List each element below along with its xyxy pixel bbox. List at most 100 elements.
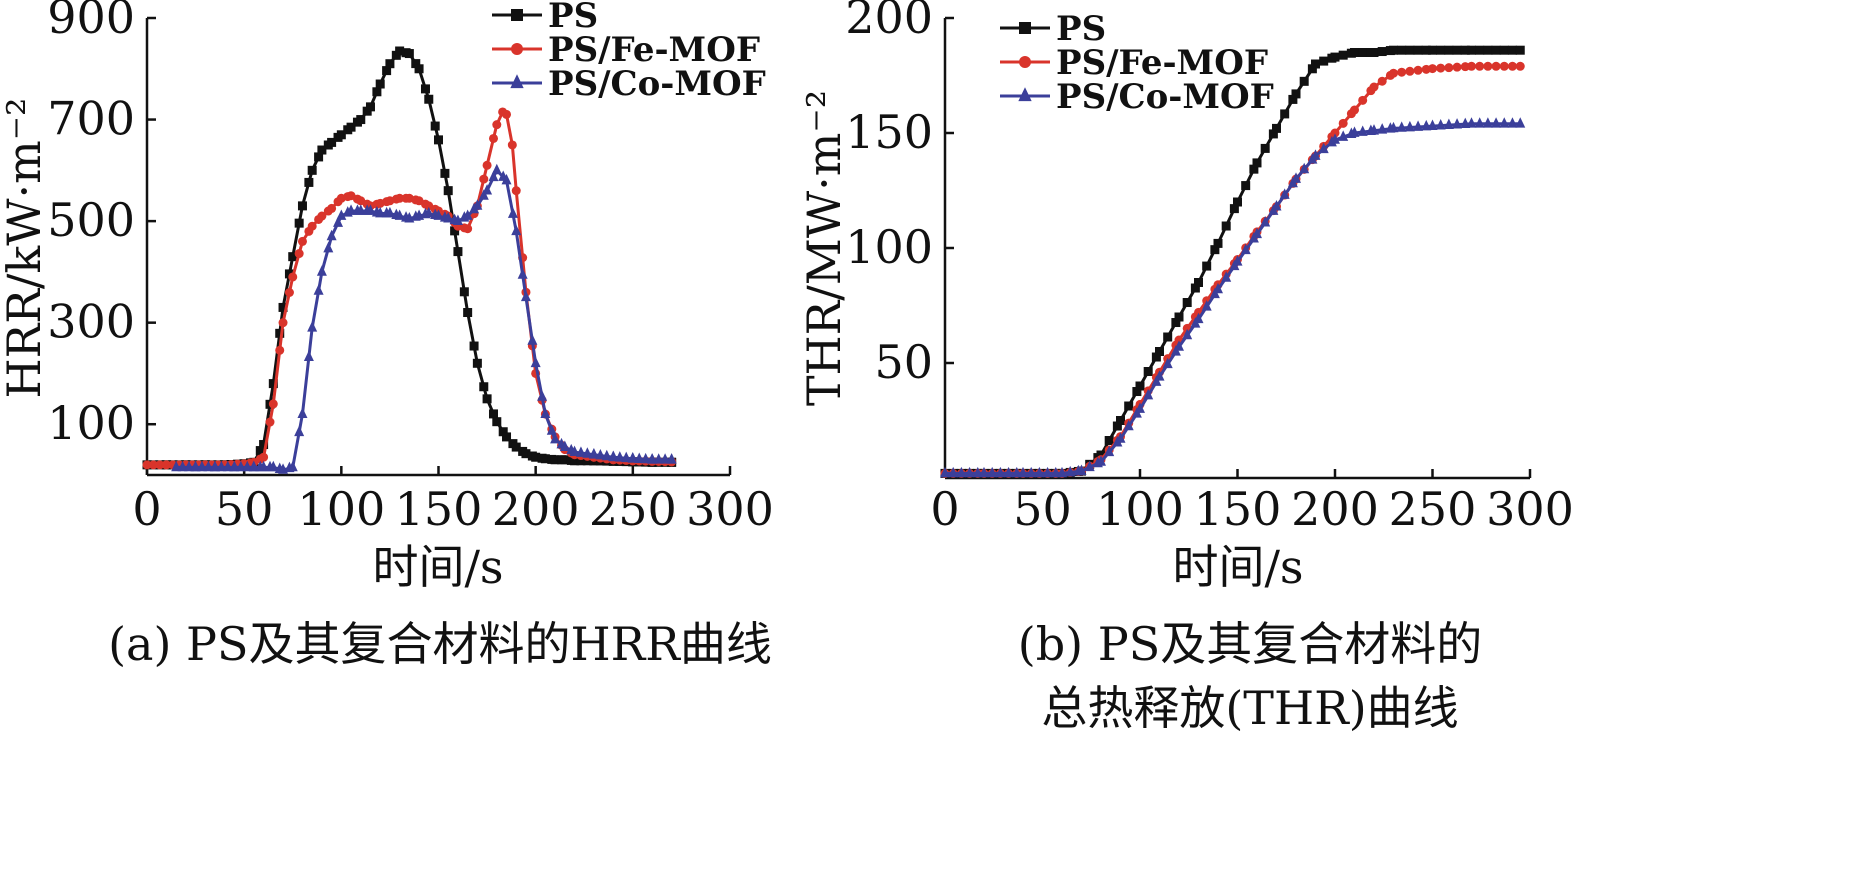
b-data-point (1311, 59, 1320, 69)
b-data-point (1026, 466, 1037, 478)
a-data-point (550, 455, 560, 465)
b-data-point (1369, 48, 1379, 57)
b-x-tick-label: 100 (1096, 482, 1184, 536)
a-data-point (155, 460, 165, 470)
b-data-point (1452, 45, 1462, 55)
b-data-point (1515, 61, 1525, 71)
b-data-point (1096, 450, 1106, 460)
b-y-tick-label: 150 (845, 105, 933, 159)
a-x-tick-label: 250 (589, 482, 677, 536)
b-data-point (1096, 455, 1106, 466)
a-data-point (375, 79, 385, 89)
a-data-point (316, 265, 327, 276)
a-series-layer (142, 46, 677, 474)
b-x-tick-label: 0 (930, 482, 959, 536)
a-data-point (278, 318, 288, 328)
b-data-point (1421, 45, 1431, 55)
b-data-point (1229, 204, 1239, 214)
a-data-point (440, 168, 450, 178)
b-data-point (1482, 117, 1493, 128)
a-data-point (336, 130, 346, 140)
a-data-point (621, 451, 632, 463)
b-data-point (1201, 300, 1212, 311)
b-data-point (1318, 142, 1329, 154)
a-data-point (469, 341, 479, 351)
a-data-point (614, 451, 625, 462)
a-data-point (287, 460, 298, 472)
b-data-point (1389, 45, 1398, 55)
a-data-point (530, 356, 541, 368)
a-data-point (148, 460, 158, 470)
a-y-tick-label: 900 (47, 0, 135, 44)
a-data-point (559, 440, 570, 451)
a-data-point (492, 417, 502, 427)
a-data-point (142, 460, 152, 470)
a-data-point (570, 456, 580, 466)
a-y-axis-title: HRR/kW·m⁻² (0, 98, 51, 399)
b-data-point (1330, 52, 1340, 62)
a-data-point (479, 174, 489, 184)
b-data-point (1221, 271, 1232, 282)
b-data-point (1436, 63, 1446, 73)
a-data-point (268, 399, 278, 409)
a-data-point (284, 288, 294, 298)
a-data-point (453, 247, 463, 257)
b-data-point (1154, 370, 1165, 381)
a-data-point (640, 452, 651, 464)
b-data-point (1143, 367, 1153, 377)
a-data-point (161, 460, 171, 470)
a-data-point (313, 284, 324, 295)
a-data-point (498, 427, 508, 437)
a-data-point (537, 390, 548, 401)
a-data-point (355, 204, 366, 215)
a-data-point (372, 87, 382, 97)
b-data-point (964, 466, 975, 478)
b-data-point (1104, 445, 1115, 457)
a-data-point (304, 177, 314, 187)
a-data-point (255, 446, 265, 456)
b-data-point (1460, 45, 1470, 55)
b-data-point (1467, 45, 1476, 55)
a-data-point (177, 460, 188, 472)
b-data-point (1499, 117, 1510, 128)
a-data-point (582, 447, 593, 458)
b-data-point (1018, 466, 1028, 478)
a-data-point (384, 206, 395, 218)
b-data-point (1194, 278, 1203, 287)
a-data-point (365, 204, 376, 215)
caption-a: (a) PS及其复合材料的HRR曲线 (108, 617, 772, 671)
b-data-point (1210, 245, 1220, 255)
b-data-point (1202, 261, 1212, 271)
b-data-point (1483, 61, 1493, 71)
b-data-point (1474, 117, 1485, 128)
b-data-point (1377, 47, 1387, 57)
a-data-point (627, 452, 638, 463)
a-data-point (550, 432, 561, 444)
b-data-point (1491, 45, 1501, 55)
b-data-point (1260, 143, 1270, 153)
a-data-point (521, 449, 531, 459)
b-data-point (1135, 402, 1145, 413)
b-data-point (1213, 238, 1223, 248)
a-data-point (395, 46, 405, 56)
a-data-point (443, 211, 454, 223)
a-data-point (569, 445, 580, 457)
a-data-point (452, 214, 463, 225)
a-legend-label: PS/Co-MOF (548, 64, 766, 104)
a-legend-marker (510, 74, 524, 89)
b-data-point (1240, 243, 1251, 255)
b-data-point (1034, 466, 1045, 478)
b-data-point (1413, 65, 1423, 75)
a-data-point (472, 358, 482, 368)
a-data-point (333, 216, 344, 227)
b-legend-marker (1019, 22, 1031, 34)
a-data-point (288, 252, 298, 262)
a-data-point (482, 184, 493, 195)
a-data-point (576, 456, 586, 466)
a-legend-label: PS (548, 0, 598, 36)
a-data-point (411, 59, 421, 69)
b-data-point (1310, 149, 1321, 160)
